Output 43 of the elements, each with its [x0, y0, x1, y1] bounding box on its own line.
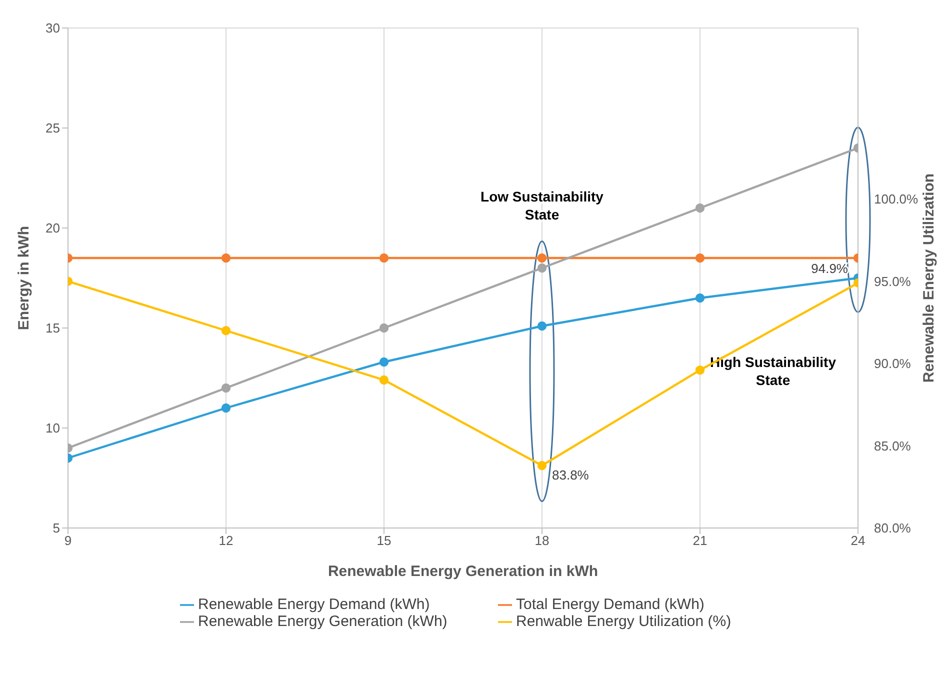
point: [537, 263, 547, 273]
x-tick-label: 15: [376, 533, 392, 548]
y-tick-label: 25: [46, 120, 60, 136]
x-tick-label: 21: [692, 533, 708, 548]
point: [221, 383, 231, 393]
x-tick-label: 24: [850, 533, 866, 548]
y-axis-title: Energy in kWh: [15, 226, 32, 330]
point: [379, 357, 389, 367]
point: [221, 326, 231, 336]
y2-tick-label: 90.0%: [874, 356, 912, 372]
y2-tick-label: 100.0%: [874, 192, 919, 207]
point: [379, 375, 389, 385]
y2-axis-title: Renewable Energy Utilization: [920, 173, 938, 383]
legend-label: Total Energy Demand (kWh): [516, 596, 706, 613]
y-tick-label: 10: [46, 420, 60, 436]
data-label: 94.9%: [811, 260, 848, 276]
legend-label: Renwable Energy Utilization (%): [516, 613, 732, 630]
x-tick-label: 9: [64, 533, 72, 548]
point: [379, 323, 389, 333]
y-tick-label: 15: [46, 320, 60, 336]
point: [695, 253, 705, 263]
y-tick-label: 20: [46, 220, 60, 236]
y2-tick-label: 95.0%: [874, 274, 912, 289]
point: [221, 253, 231, 263]
y2-tick-label: 85.0%: [874, 438, 912, 454]
point: [221, 403, 231, 413]
point: [537, 253, 547, 263]
point: [537, 321, 547, 331]
point: [379, 253, 389, 263]
point: [695, 293, 705, 303]
annotation: Low Sustainability State: [480, 188, 604, 222]
y2-tick-label: 80.0%: [874, 520, 912, 536]
legend-label: Renewable Energy Demand (kWh): [198, 596, 431, 613]
x-tick-label: 18: [534, 533, 550, 548]
point: [695, 366, 705, 375]
point: [537, 460, 547, 470]
data-label: 83.8%: [552, 468, 590, 482]
y-tick-label: 5: [52, 520, 60, 536]
legend-label: Renewable Energy Generation (kWh): [198, 613, 448, 630]
y-tick-label: 30: [46, 20, 60, 36]
point: [695, 203, 705, 213]
x-axis-title: Renewable Energy Generation in kWh: [328, 563, 598, 580]
x-tick-label: 12: [218, 533, 234, 548]
